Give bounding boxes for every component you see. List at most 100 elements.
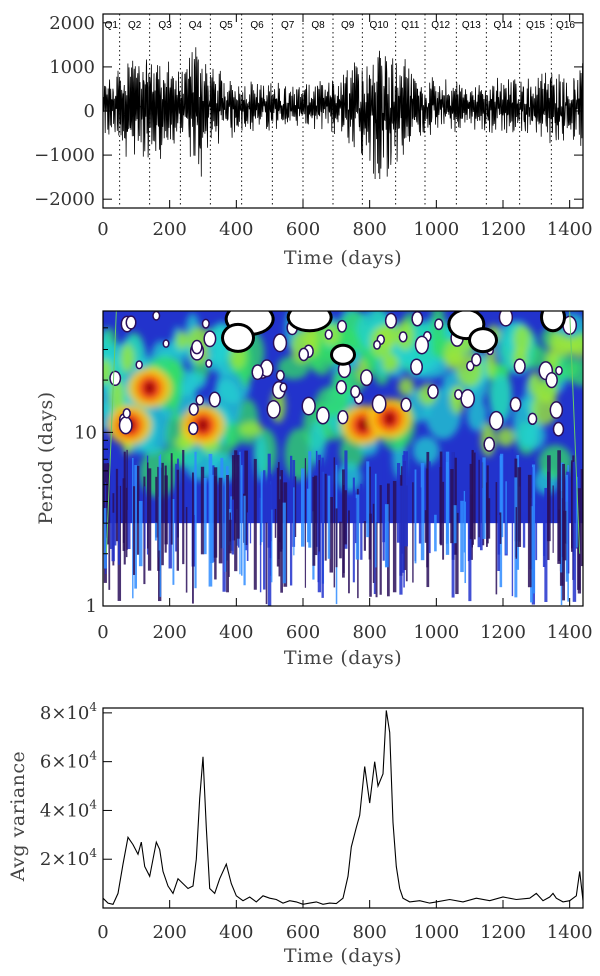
quarter-label: Q11 bbox=[401, 20, 420, 31]
heatmap-streak bbox=[270, 509, 273, 583]
coi-line bbox=[569, 311, 581, 554]
heatmap-blob bbox=[522, 421, 546, 450]
heatmap-streak bbox=[479, 488, 483, 551]
y-tick-label: 4×104 bbox=[40, 797, 97, 821]
heatmap-streak bbox=[134, 465, 138, 589]
heatmap-hole bbox=[153, 312, 159, 320]
heatmap-hole bbox=[317, 408, 329, 423]
quarter-label: Q7 bbox=[281, 20, 295, 31]
x-axis-label-2: Time (days) bbox=[284, 647, 402, 669]
heatmap-streak bbox=[455, 512, 459, 595]
quarter-label: Q10 bbox=[370, 20, 389, 31]
x-axis-label-1: Time (days) bbox=[284, 247, 402, 269]
heatmap-streak bbox=[226, 474, 229, 593]
heatmap-streak bbox=[122, 478, 126, 551]
heatmap-streak bbox=[194, 451, 197, 589]
heatmap-blob bbox=[528, 372, 542, 397]
x-tick-label: 600 bbox=[286, 219, 320, 240]
heatmap-streak bbox=[439, 451, 443, 546]
heatmap-streak bbox=[424, 510, 427, 543]
y-tick-label: 10 bbox=[74, 422, 97, 443]
panel-wavelet: 0 200 400 600 800 1000 1200 1400 1 10 Time (days… bbox=[35, 310, 593, 669]
heatmap-blob bbox=[175, 331, 188, 350]
y-tick-label: −2000 bbox=[34, 189, 95, 210]
x-tick-label: 600 bbox=[286, 922, 320, 943]
quarter-label: Q5 bbox=[219, 20, 233, 31]
heatmap-hole bbox=[189, 423, 197, 434]
y-axis-label-2: Period (days) bbox=[35, 391, 57, 524]
heatmap-streak bbox=[111, 512, 115, 562]
heatmap-streak bbox=[218, 477, 223, 564]
heatmap-streak bbox=[544, 487, 548, 602]
heatmap-streak bbox=[161, 462, 164, 566]
heatmap-hole bbox=[326, 330, 332, 339]
heatmap-hole bbox=[461, 390, 474, 407]
heatmap-streak bbox=[442, 481, 445, 560]
heatmap-streak bbox=[200, 466, 205, 555]
heatmap-streak bbox=[192, 472, 194, 604]
plot-frame-3 bbox=[102, 707, 584, 909]
heatmap-hole bbox=[515, 359, 525, 373]
heatmap-streak bbox=[222, 516, 226, 592]
heatmap-streak bbox=[229, 512, 232, 542]
heatmap-streak bbox=[293, 487, 295, 556]
x-tick-label: 1400 bbox=[547, 922, 593, 943]
heatmap-hole bbox=[124, 409, 130, 418]
heatmap-streak bbox=[473, 452, 476, 540]
heatmap-streak bbox=[495, 482, 498, 595]
heatmap-streak bbox=[109, 459, 113, 549]
heatmap-hole bbox=[136, 361, 142, 368]
heatmap-streak bbox=[103, 508, 107, 569]
heatmap-streak bbox=[572, 461, 577, 602]
quarter-label: Q6 bbox=[250, 20, 264, 31]
heatmap-streak bbox=[244, 450, 248, 546]
x-tick-label: 0 bbox=[97, 922, 108, 943]
heatmap-streak bbox=[469, 463, 473, 540]
x-tick-label: 200 bbox=[152, 922, 186, 943]
heatmap-streak bbox=[379, 485, 382, 595]
heatmap-streak bbox=[115, 468, 119, 542]
heatmap-hole bbox=[303, 398, 315, 415]
panel-avg-variance: 0 200 400 600 800 1000 1200 1400 2×104 4×104 6×10… bbox=[7, 700, 593, 967]
heatmap-streak bbox=[426, 451, 430, 588]
heatmap-streak bbox=[522, 512, 526, 548]
light-curve-series bbox=[103, 47, 583, 180]
x-tick-label: 1400 bbox=[547, 219, 593, 240]
heatmap-blob bbox=[467, 398, 487, 432]
heatmap-hole bbox=[401, 399, 411, 411]
power-peak-center bbox=[359, 419, 367, 432]
heatmap-streak bbox=[147, 462, 149, 549]
heatmap-blob bbox=[120, 343, 135, 373]
heatmap-hole bbox=[556, 367, 562, 374]
heatmap-streak bbox=[138, 500, 143, 567]
heatmap-hole bbox=[110, 372, 120, 385]
avg-variance-series bbox=[103, 710, 583, 905]
heatmap-blob bbox=[165, 412, 186, 466]
heatmap-streak bbox=[241, 465, 243, 576]
x-tick-label: 1000 bbox=[413, 622, 459, 643]
heatmap-streak bbox=[277, 462, 280, 560]
heatmap-streak bbox=[246, 512, 249, 561]
heatmap-streak bbox=[243, 495, 246, 586]
heatmap-blob bbox=[185, 372, 207, 391]
heatmap-streak bbox=[368, 466, 371, 560]
heatmap-hole bbox=[455, 390, 462, 399]
plot-frame-2 bbox=[102, 310, 584, 607]
heatmap-streak bbox=[253, 458, 257, 590]
heatmap-streak bbox=[428, 461, 431, 554]
heatmap-hole bbox=[412, 312, 422, 325]
heatmap-big-hole bbox=[543, 311, 563, 330]
heatmap-streak bbox=[530, 506, 534, 603]
heatmap-streak bbox=[159, 454, 162, 597]
heatmap-hole bbox=[467, 362, 473, 370]
heatmap-streak bbox=[396, 463, 401, 543]
heatmap-streak bbox=[106, 481, 108, 539]
y-tick-label: −1000 bbox=[34, 145, 95, 166]
heatmap-blob bbox=[254, 434, 267, 482]
heatmap-streak bbox=[342, 469, 345, 578]
heatmap-streak bbox=[335, 508, 338, 568]
heatmap-hole bbox=[274, 334, 286, 351]
heatmap-streak bbox=[117, 458, 121, 565]
heatmap-streak bbox=[132, 457, 134, 599]
heatmap-streak bbox=[445, 451, 450, 555]
